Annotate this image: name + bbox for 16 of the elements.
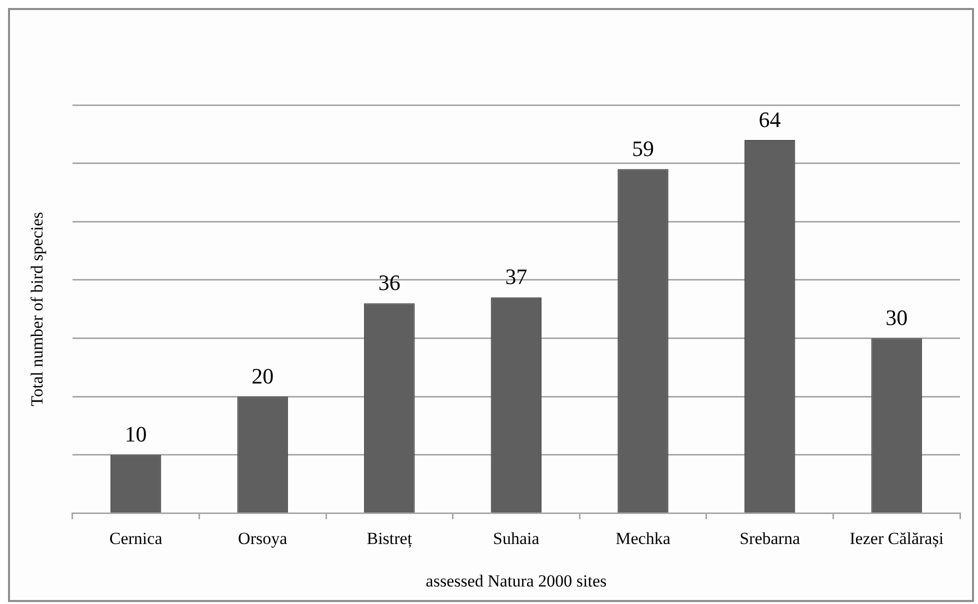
data-label: 36 (378, 270, 400, 296)
x-tick-label: Bistreț (366, 528, 412, 548)
x-tick-label: Orsoya (238, 528, 288, 548)
x-tick-label: Cernica (109, 528, 163, 548)
data-label: 64 (758, 106, 781, 132)
y-axis-title: Total number of bird species (28, 212, 47, 406)
x-tick-label: Suhaia (493, 528, 540, 548)
x-axis-title: assessed Natura 2000 sites (426, 571, 607, 590)
data-label: 30 (886, 305, 908, 330)
data-label: 10 (124, 422, 147, 447)
data-label: 59 (632, 136, 654, 161)
x-tick-label: Iezer Călărași (850, 528, 944, 548)
data-label: 37 (505, 264, 528, 290)
data-label: 20 (252, 363, 274, 388)
x-tick-label: Mechka (616, 528, 671, 548)
x-tick-label: Srebarna (740, 528, 800, 548)
